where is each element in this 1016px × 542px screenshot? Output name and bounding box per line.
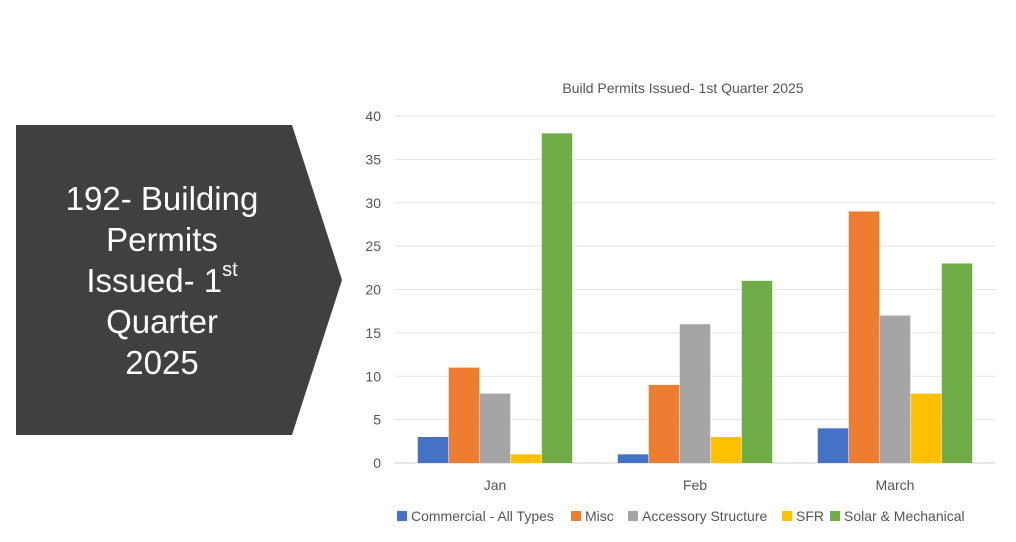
y-tick-label: 15	[365, 325, 381, 341]
y-axis-ticks: 0 5 10 15 20 25 30 35 40	[365, 108, 381, 471]
bar-march-series-4	[941, 263, 973, 463]
legend-label: SFR	[796, 508, 824, 524]
bar-feb-series-4	[741, 280, 773, 463]
summary-callout: 192- Building Permits Issued- 1st Quarte…	[16, 125, 342, 435]
legend-label: Misc	[585, 508, 614, 524]
callout-line-3-superscript: st	[222, 258, 238, 281]
legend-swatch	[830, 511, 840, 521]
legend-swatch	[571, 511, 581, 521]
y-tick-label: 10	[365, 368, 381, 384]
bar-jan-series-3	[510, 454, 542, 463]
legend-label: Solar & Mechanical	[844, 508, 965, 524]
y-tick-label: 0	[373, 455, 381, 471]
legend: Commercial - All Types Misc Accessory Stru…	[397, 508, 965, 524]
callout-line-1: 192- Building	[65, 179, 259, 217]
y-tick-label: 5	[373, 412, 381, 428]
y-tick-label: 20	[365, 282, 381, 298]
bar-feb-series-2	[679, 324, 711, 463]
x-category-label: March	[876, 477, 915, 493]
callout-line-3-text: Issued- 1	[86, 261, 223, 299]
x-axis-categories: Jan Feb March	[484, 477, 915, 493]
callout-line-4: Quarter	[106, 302, 218, 340]
legend-label: Accessory Structure	[642, 508, 767, 524]
bar-jan-series-1	[448, 367, 480, 463]
bar-march-series-3	[910, 393, 942, 463]
x-category-label: Feb	[683, 477, 707, 493]
bar-march-series-0	[817, 428, 849, 463]
bar-feb-series-1	[648, 384, 680, 463]
chart-title: Build Permits Issued- 1st Quarter 2025	[562, 80, 803, 96]
bar-jan-series-4	[541, 133, 573, 463]
bar-jan-series-2	[479, 393, 511, 463]
legend-label: Commercial - All Types	[411, 508, 554, 524]
y-tick-label: 25	[365, 238, 381, 254]
legend-swatch	[628, 511, 638, 521]
bar-jan-series-0	[417, 436, 449, 463]
bar-march-series-2	[879, 315, 911, 463]
legend-swatch	[782, 511, 792, 521]
bars	[417, 133, 973, 463]
bar-feb-series-0	[617, 454, 649, 463]
callout-line-5: 2025	[125, 343, 199, 381]
bar-march-series-1	[848, 211, 880, 463]
y-tick-label: 30	[365, 195, 381, 211]
callout-line-2: Permits	[106, 220, 218, 258]
callout-arrow-shape	[16, 125, 342, 435]
x-category-label: Jan	[484, 477, 507, 493]
callout-text: 192- Building Permits Issued- 1st Quarte…	[16, 125, 308, 435]
callout-line-3: Issued- 1st	[86, 260, 237, 301]
legend-swatch	[397, 511, 407, 521]
y-tick-label: 35	[365, 151, 381, 167]
y-tick-label: 40	[365, 108, 381, 124]
bar-feb-series-3	[710, 436, 742, 463]
